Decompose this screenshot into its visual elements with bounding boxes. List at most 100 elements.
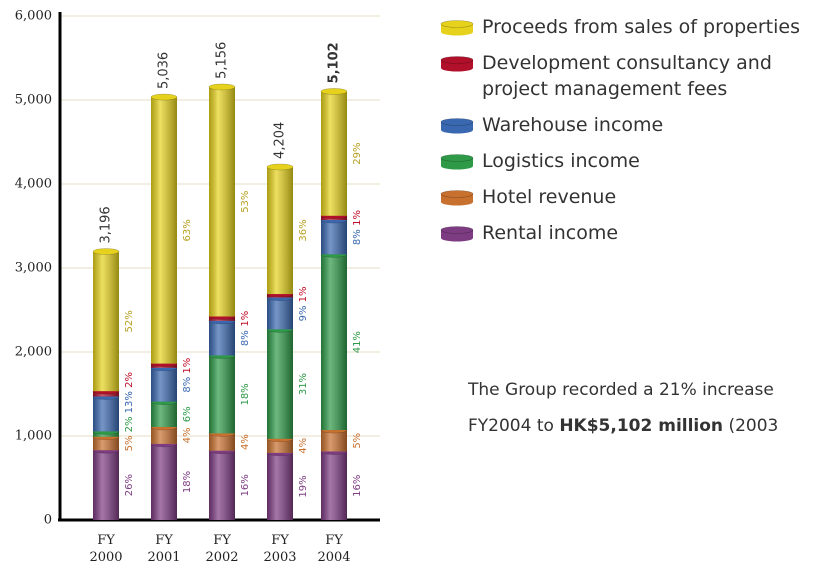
value-label: 19% — [298, 475, 309, 497]
total-label: 4,204 — [273, 122, 288, 159]
bar-shade — [267, 452, 293, 520]
bar-segment — [150, 398, 178, 428]
legend-label: Proceeds from sales of properties — [482, 16, 800, 38]
bar-shade — [151, 401, 177, 428]
value-label: 53% — [240, 191, 251, 213]
bar-shade — [321, 91, 347, 216]
value-label: 18% — [240, 383, 251, 405]
bar-segment — [320, 448, 348, 520]
x-tick-label: FY 2001 — [147, 533, 180, 563]
bar-shade — [151, 367, 177, 402]
bar-segment — [320, 426, 348, 452]
swatch-cap — [440, 190, 474, 198]
value-label: 1% — [240, 311, 251, 327]
bar-shade — [151, 97, 177, 364]
bar-cap — [150, 93, 178, 101]
y-tick-label: 2,000 — [15, 345, 52, 360]
y-tick-label: 6,000 — [15, 9, 52, 24]
swatch-body — [441, 122, 473, 130]
value-label: 52% — [124, 310, 135, 332]
bar-shade — [151, 427, 177, 444]
bar-shade — [321, 430, 347, 452]
bar-segment — [320, 88, 348, 216]
value-label: 8% — [240, 330, 251, 346]
bar-shade — [93, 450, 119, 520]
caption-text: (2003 — [723, 416, 779, 436]
legend-item: Hotel revenue — [440, 184, 815, 210]
bar-segment — [208, 317, 236, 356]
value-label: 18% — [182, 471, 193, 493]
legend-label: Warehouse income — [482, 114, 664, 136]
legend-item: Proceeds from sales of properties — [440, 14, 815, 40]
bar-segment — [320, 216, 348, 255]
bar-shade — [267, 297, 293, 330]
bar-shade — [93, 396, 119, 432]
value-label: 4% — [240, 434, 251, 450]
bar-segment — [150, 364, 178, 402]
total-label: 5,102 — [327, 42, 342, 83]
legend-label: Rental income — [482, 222, 619, 244]
swatch-cap — [440, 20, 474, 28]
bar-shade — [321, 254, 347, 431]
swatch-body — [441, 24, 473, 32]
total-label: 5,036 — [157, 52, 172, 89]
legend: Proceeds from sales of properties Develop… — [440, 14, 815, 256]
value-label: 5% — [352, 433, 363, 449]
legend-swatch — [440, 154, 474, 170]
value-label: 5% — [124, 436, 135, 452]
bar-segment — [92, 248, 120, 392]
swatch-body — [441, 230, 473, 238]
bar-shade — [267, 166, 293, 295]
bar-segment — [150, 93, 178, 364]
y-tick-label: 1,000 — [15, 429, 52, 444]
value-label: 6% — [182, 406, 193, 422]
legend-label: Hotel revenue — [482, 186, 617, 208]
bar-segment — [266, 326, 294, 439]
bar-shade — [93, 251, 119, 392]
bar-segment — [266, 449, 294, 520]
bar-cap — [266, 163, 294, 171]
y-tick-label: 4,000 — [15, 177, 52, 192]
value-label: 26% — [124, 474, 135, 496]
bar-segment — [150, 440, 178, 520]
caption-text: FY2004 to — [468, 416, 560, 436]
bar-segment — [320, 251, 348, 431]
swatch-base — [441, 234, 473, 242]
swatch-base — [441, 198, 473, 206]
bar-segment — [208, 447, 236, 520]
chart: 0 1,000 2,000 3,000 4,000 5,000 6,000 26% 5% 2% 13… — [15, 9, 380, 563]
swatch-base — [441, 64, 473, 72]
bar-shade — [151, 443, 177, 520]
bar-cap — [92, 248, 120, 255]
caption-line: FY2004 to HK$5,102 million (2003 — [468, 408, 819, 444]
bar-shade — [267, 329, 293, 439]
x-tick-label: FY 2004 — [317, 533, 350, 563]
bar-shade — [267, 438, 293, 453]
swatch-cap — [440, 154, 474, 162]
value-label: 13% — [124, 391, 135, 413]
value-label: 8% — [352, 229, 363, 245]
x-tick-label: FY 2002 — [205, 533, 238, 563]
x-tick-label: FY 2000 — [89, 533, 122, 563]
total-label: 5,156 — [215, 42, 230, 79]
swatch-body — [441, 194, 473, 202]
y-tick-label: 0 — [44, 513, 52, 528]
legend-swatch — [440, 56, 474, 72]
value-label: 2% — [124, 372, 135, 388]
bar-segment — [266, 163, 294, 295]
bar-segment — [92, 393, 120, 432]
bar-segment — [92, 446, 120, 520]
value-label: 16% — [352, 475, 363, 497]
legend-label: Logistics income — [482, 150, 640, 172]
bar-segment — [208, 430, 236, 451]
value-label: 4% — [182, 428, 193, 444]
legend-swatch — [440, 20, 474, 36]
value-label: 1% — [298, 287, 309, 303]
legend-label: Development consultancy and project mana… — [482, 52, 772, 100]
x-tick-label: FY 2003 — [263, 533, 296, 563]
value-label: 1% — [352, 210, 363, 226]
bar-segment — [266, 294, 294, 330]
swatch-body — [441, 60, 473, 68]
bar-cap — [208, 83, 236, 91]
